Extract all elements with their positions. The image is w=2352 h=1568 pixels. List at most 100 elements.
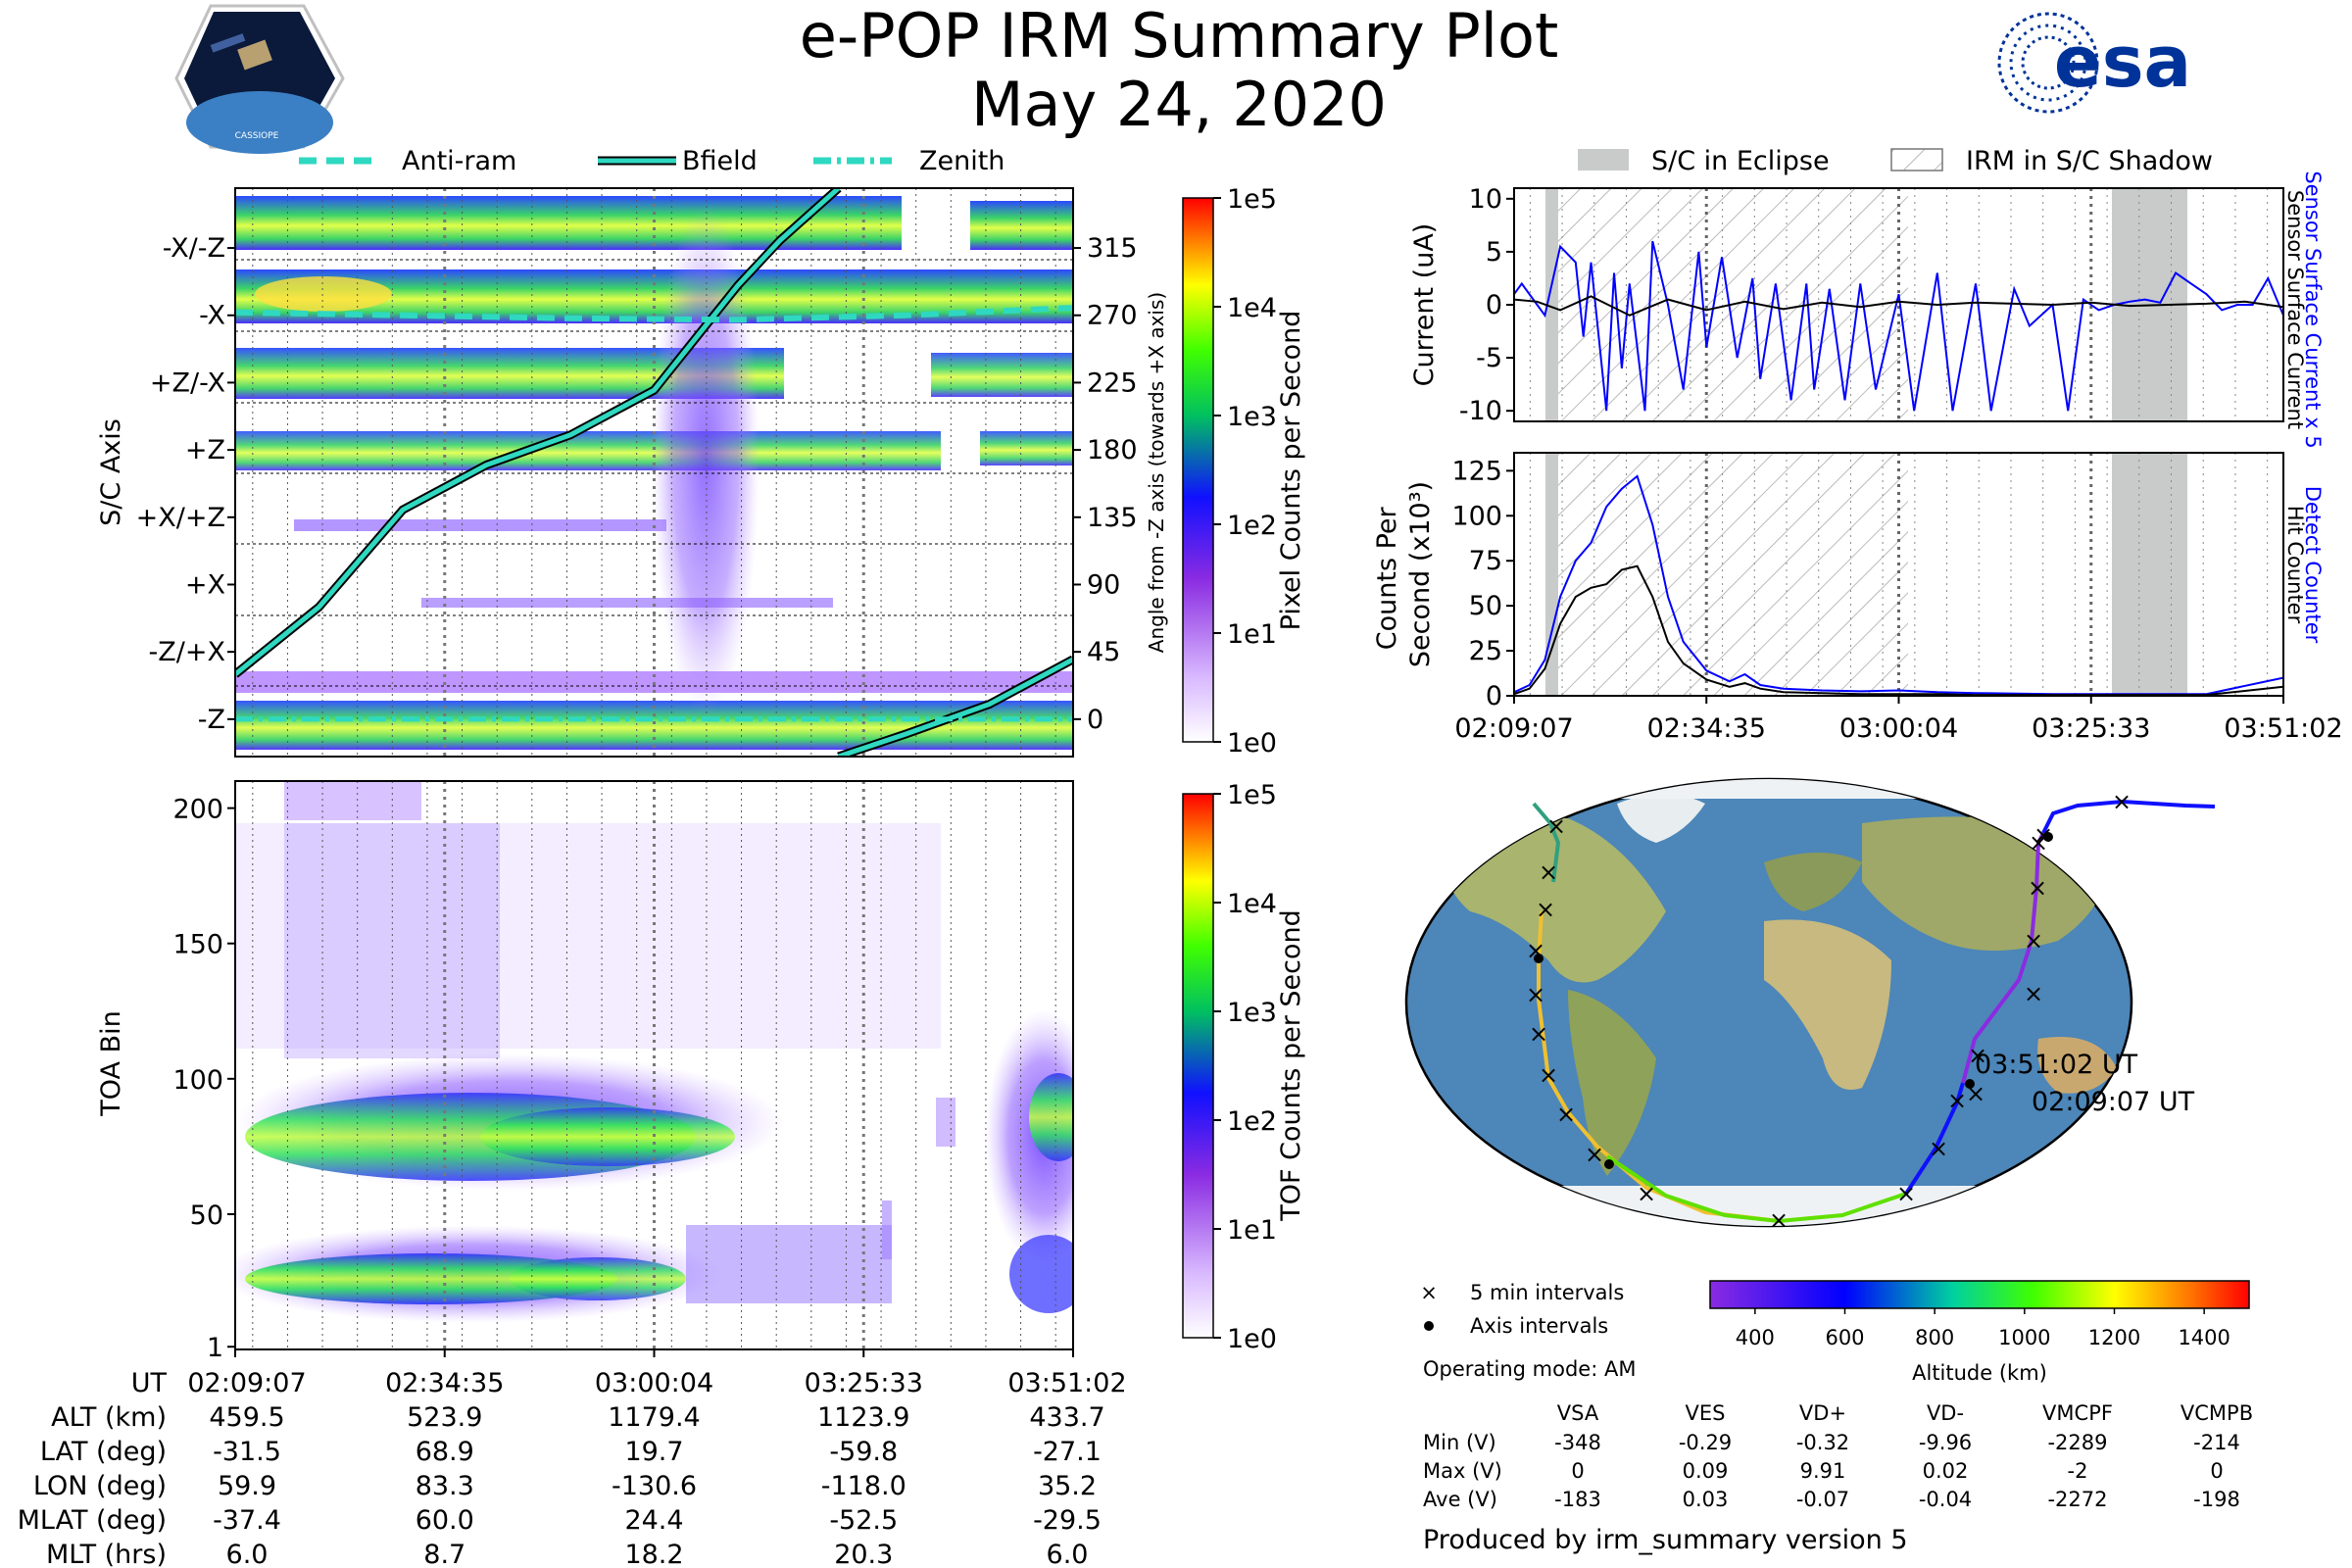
europe-landmass [1764, 853, 1862, 911]
africa-landmass [1764, 919, 1891, 1090]
track-segment-6 [2041, 799, 2216, 834]
page-title: e-POP IRM Summary Plot [800, 0, 1559, 72]
ephem-value: -130.6 [612, 1471, 697, 1501]
y-tick-label: 125 [1451, 456, 1502, 486]
right-time-axis: 02:09:07 02:34:35 03:00:04 03:25:33 03:51:02 [1454, 696, 2343, 744]
black-series-line [1514, 564, 2283, 696]
legend-axis-label: Axis intervals [1470, 1314, 1608, 1338]
toa-ylabel: TOA Bin [96, 1010, 126, 1116]
esa-logo: esa [1997, 12, 2191, 114]
five-min-marker: × [1769, 1206, 1788, 1234]
sc-axis-ylabel: S/C Axis [96, 418, 126, 526]
toa-tick-label: 200 [172, 795, 223, 825]
colorbar-tick-label: 1e5 [1227, 184, 1277, 215]
altitude-tick-label: 400 [1736, 1326, 1775, 1349]
ephem-row-label: LON (deg) [33, 1471, 167, 1501]
toa-tick-label: 150 [172, 930, 223, 960]
axis-interval-marker [1604, 1159, 1614, 1169]
voltage-cell: -9.96 [1919, 1431, 1972, 1454]
voltage-table: VSA VES VD+ VD- VMCPF VCMPB Min (V) -348 -0.29 -0… [1423, 1401, 2253, 1511]
cassiope-logo: CASSIOPE [174, 4, 345, 154]
five-min-marker: × [2028, 874, 2047, 902]
map-legend: × 5 min intervals Axis intervals Operati… [1420, 1280, 2250, 1385]
five-min-marker: × [1929, 1135, 1948, 1162]
ephem-value: -37.4 [213, 1505, 281, 1536]
right-time-tick-label: 03:25:33 [2032, 713, 2150, 744]
ephem-value: -59.8 [829, 1437, 898, 1467]
toa-heatmap [235, 781, 1073, 1349]
y-tick-label: 10 [1469, 184, 1502, 215]
right-legend: S/C in Eclipse IRM in S/C Shadow [1578, 146, 2213, 176]
ephem-value: 68.9 [416, 1437, 474, 1467]
voltage-cell: -348 [1554, 1431, 1601, 1454]
ephem-value: 24.4 [624, 1505, 683, 1536]
five-min-marker: × [1968, 1042, 1987, 1069]
y-tick-label: -10 [1459, 396, 1502, 426]
altitude-colorbar [1709, 1280, 2250, 1309]
blue-series-line [1514, 474, 2283, 696]
colorbar-tick-label: 1e3 [1227, 998, 1277, 1028]
ephem-value: 433.7 [1029, 1402, 1104, 1433]
pixel-colorbar: 1e5 1e4 1e3 1e2 1e1 1e0 Pixel Counts per Seco… [1182, 184, 1306, 759]
ephem-ut-header: UT [131, 1368, 168, 1398]
legend-eclipse-label: S/C in Eclipse [1651, 146, 1830, 176]
five-min-marker: × [1529, 1020, 1548, 1048]
voltage-cell: -0.04 [1919, 1488, 1972, 1511]
axis-interval-marker [1534, 954, 1544, 963]
axis-tick-label: +Z [185, 435, 225, 466]
voltage-col-header: VMCPF [2042, 1401, 2113, 1425]
voltage-cell: -0.29 [1679, 1431, 1732, 1454]
ephem-value: -29.5 [1033, 1505, 1102, 1536]
ephem-row-label: ALT (km) [51, 1402, 167, 1433]
colorbar-tick-label: 1e4 [1227, 293, 1277, 323]
colorbar-tick-label: 1e0 [1227, 1324, 1277, 1354]
time-tick-label: 02:34:35 [385, 1368, 504, 1398]
ephem-value: 35.2 [1038, 1471, 1097, 1501]
counts-right-label-2: Hit Counter [2283, 506, 2307, 624]
voltage-cell: -0.32 [1796, 1431, 1849, 1454]
legend-shadow-swatch [1890, 148, 1943, 172]
angle-tick-label: 315 [1087, 233, 1138, 264]
voltage-col-header: VD- [1927, 1401, 1964, 1425]
counts-panel: 0 25 50 75 100 125 Counts Per Second (x10³) D… [1372, 452, 2325, 711]
voltage-col-header: VES [1686, 1401, 1726, 1425]
ephem-value: 6.0 [226, 1540, 269, 1568]
y-tick-label: 5 [1486, 237, 1502, 268]
angle-tick-label: 135 [1087, 503, 1138, 533]
sc-axis-panel: -X/-Z -X +Z/-X +Z +X/+Z +X -Z/+X -Z 315 270 225 18… [96, 187, 1168, 758]
operating-mode: Operating mode: AM [1423, 1357, 1636, 1381]
axis-tick-label: -Z/+X [149, 637, 225, 667]
page-date: May 24, 2020 [971, 69, 1387, 140]
track-segment-5 [1961, 832, 2045, 1084]
ephem-row-label: MLAT (deg) [18, 1505, 167, 1536]
ephem-value: 8.7 [423, 1540, 466, 1568]
voltage-cell: -2272 [2047, 1488, 2107, 1511]
orbit-track: ×××××××××××××××××××××× [1526, 788, 2216, 1234]
current-panel: 10 5 0 -5 -10 Current (uA) Sensor Surface Cu… [1409, 171, 2325, 448]
map-start-label: 02:09:07 UT [2032, 1087, 2195, 1117]
footer-text: Produced by irm_summary version 5 [1423, 1525, 1908, 1555]
time-tick-label: 02:09:07 [187, 1368, 306, 1398]
right-time-tick-label: 02:34:35 [1647, 713, 1766, 744]
y-tick-label: 25 [1469, 636, 1502, 666]
esa-text: esa [2054, 21, 2191, 103]
colorbar-tick-label: 1e1 [1227, 619, 1277, 650]
legend-x-marker: × [1420, 1281, 1438, 1304]
map-end-label: 03:51:02 UT [1975, 1050, 2138, 1080]
legend-bfield-label: Bfield [682, 146, 758, 176]
altitude-label: Altitude (km) [1912, 1361, 2047, 1385]
axis-tick-label: -X/-Z [163, 233, 225, 264]
voltage-cell: 0 [2210, 1459, 2223, 1483]
toa-tick-label: 100 [172, 1065, 223, 1096]
ephem-value: -27.1 [1033, 1437, 1102, 1467]
bfield-line [235, 188, 841, 677]
right-time-tick-label: 03:00:04 [1839, 713, 1958, 744]
ephem-value: 59.9 [218, 1471, 276, 1501]
tof-colorbar: 1e5 1e4 1e3 1e2 1e1 1e0 TOF Counts per Second [1182, 780, 1306, 1354]
legend-zenith-label: Zenith [919, 146, 1004, 176]
antiram-line [235, 305, 1073, 323]
voltage-cell: 9.91 [1800, 1459, 1846, 1483]
y-tick-label: 75 [1469, 546, 1502, 576]
y-tick-label: 0 [1486, 290, 1502, 320]
